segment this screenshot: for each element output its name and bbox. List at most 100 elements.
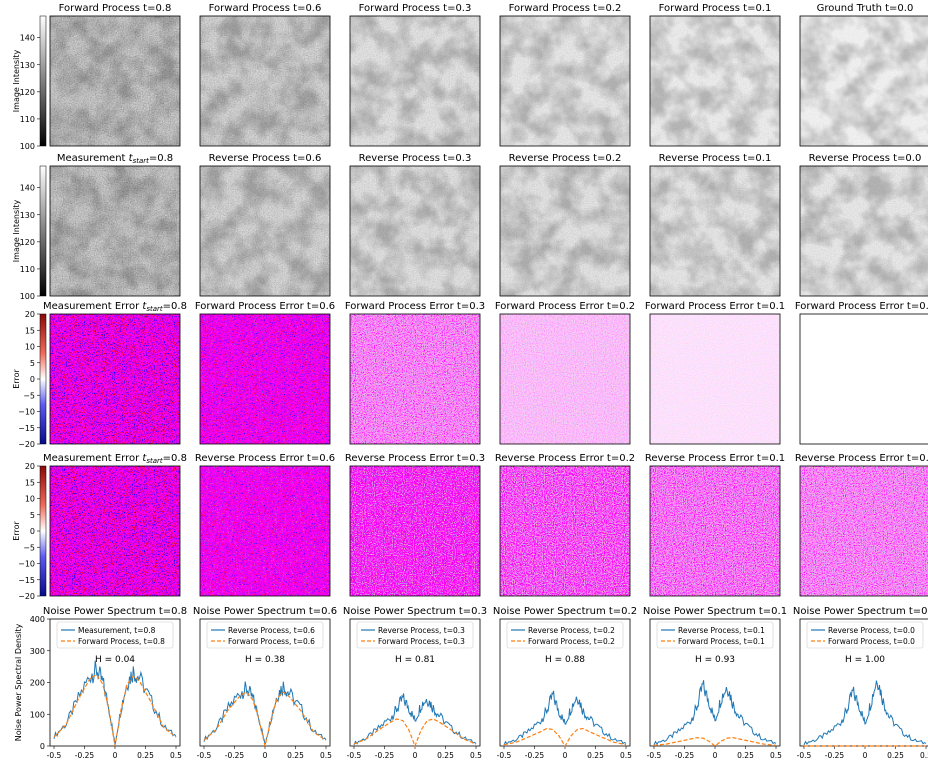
legend-label: Forward Process, t=0.0 [828, 637, 915, 646]
panel-title: Reverse Process t=0.6 [209, 153, 322, 164]
panel-title: Noise Power Spectrum t=0.2 [493, 606, 637, 617]
image-panel: Reverse Process t=0.6 [199, 153, 331, 297]
y-tick-label: 0 [40, 742, 45, 751]
panel-title: Measurement Error tstart=0.8 [43, 453, 187, 465]
frame [499, 313, 631, 445]
image [500, 166, 630, 296]
colorbar-tick-label: 140 [20, 184, 35, 193]
panel-title: Reverse Process Error t=0.1 [645, 453, 785, 464]
colorbar-tick-label: 0 [30, 527, 35, 536]
spectrum-panel: Noise Power Spectrum t=0.8 -0.5 -0.25 0 0.25… [14, 606, 187, 760]
colorbar-tick-label: 130 [20, 211, 35, 220]
colorbar-gradient [40, 166, 46, 296]
error-panel: Forward Process Error t=0.0 [795, 301, 928, 445]
image [650, 466, 780, 596]
x-tick-label: 0.25 [137, 751, 154, 760]
frame [199, 15, 331, 147]
legend: Reverse Process, t=0.2 Forward Process, t… [506, 621, 624, 649]
frame [349, 313, 481, 445]
image [800, 16, 928, 146]
image [650, 166, 780, 296]
image [350, 466, 480, 596]
legend-box [56, 621, 174, 649]
x-tick-label: 0 [263, 751, 268, 760]
image [800, 314, 928, 444]
panel-title: Measurement tstart=0.8 [57, 153, 173, 165]
legend: Reverse Process, t=0.3 Forward Process, t… [356, 621, 474, 649]
frame [499, 165, 631, 297]
image-panel: Reverse Process t=0.2 [499, 153, 631, 297]
error-panel: Forward Process Error t=0.6 [195, 301, 335, 445]
x-tick-label: 0 [713, 751, 718, 760]
image [50, 166, 180, 296]
series-line-forward [203, 691, 327, 747]
annotation: H = 1.00 [845, 655, 885, 665]
image [200, 466, 330, 596]
legend-label: Reverse Process, t=0.2 [528, 626, 615, 635]
colorbar-tick-label: −5 [23, 543, 35, 552]
colorbar-tick-label: 110 [20, 265, 35, 274]
x-tick-label: 0.5 [470, 751, 482, 760]
x-tick-label: 0.25 [287, 751, 304, 760]
legend-label: Forward Process, t=0.8 [78, 637, 165, 646]
panel-title: Reverse Process t=0.1 [659, 153, 772, 164]
panel-title: Forward Process t=0.6 [209, 3, 322, 14]
image [500, 466, 630, 596]
colorbar-tick-label: 130 [20, 61, 35, 70]
colorbar-tick-label: −10 [18, 408, 35, 417]
panel-title: Reverse Process t=0.3 [359, 153, 472, 164]
spectrum-panel: Noise Power Spectrum t=0.1 -0.5 -0.25 0 0.25… [643, 606, 787, 760]
colorbar-tick-label: −20 [18, 592, 35, 601]
annotation: H = 0.38 [245, 655, 285, 665]
image [350, 16, 480, 146]
colorbar-tick-label: −15 [18, 424, 35, 433]
series-line-reverse [503, 690, 627, 746]
legend-label: Forward Process, t=0.1 [678, 637, 765, 646]
spectrum-panel: Noise Power Spectrum t=0.2 -0.5 -0.25 0 0.25… [493, 606, 637, 760]
image-panel: Reverse Process t=0.0 [799, 153, 928, 297]
spectrum-panel: Noise Power Spectrum t=0.3 -0.5 -0.25 0 0.25… [343, 606, 487, 760]
colorbar-tick-label: −15 [18, 576, 35, 585]
colorbar-tick-label: 15 [25, 326, 35, 335]
frame [349, 15, 481, 147]
legend-box [656, 621, 774, 649]
frame [799, 165, 928, 297]
image [50, 466, 180, 596]
x-tick-label: -0.25 [675, 751, 695, 760]
panel-title: Forward Process t=0.8 [59, 3, 172, 14]
panel-title: Forward Process t=0.1 [659, 3, 772, 14]
legend-label: Forward Process, t=0.2 [528, 637, 615, 646]
legend-label: Reverse Process, t=0.6 [228, 626, 315, 635]
colorbar-tick-label: 15 [25, 478, 35, 487]
error-panel: Reverse Process Error t=0.0 [795, 453, 928, 597]
colorbar-gradient [40, 16, 46, 146]
x-tick-label: 0.25 [737, 751, 754, 760]
error-panel: Reverse Process Error t=0.3 [345, 453, 485, 597]
annotation: H = 0.81 [395, 655, 435, 665]
x-tick-label: -0.25 [825, 751, 845, 760]
panel-title: Forward Process Error t=0.2 [495, 301, 635, 312]
x-tick-label: 0.5 [920, 751, 928, 760]
panel-title: Measurement Error tstart=0.8 [43, 301, 187, 313]
panel-title: Noise Power Spectrum t=0.3 [343, 606, 487, 617]
colorbar-label: Error [12, 521, 21, 541]
frame [199, 465, 331, 597]
colorbar-tick-label: −20 [18, 440, 35, 449]
panel-title: Forward Process Error t=0.3 [345, 301, 485, 312]
x-tick-label: -0.5 [47, 751, 62, 760]
legend: Reverse Process, t=0.1 Forward Process, t… [656, 621, 774, 649]
legend-box [206, 621, 324, 649]
series-line-reverse [803, 680, 927, 746]
colorbar-tick-label: −10 [18, 560, 35, 569]
x-tick-label: -0.25 [375, 751, 395, 760]
colorbar-tick-label: 5 [30, 511, 35, 520]
frame [799, 15, 928, 147]
frame [799, 465, 928, 597]
x-tick-label: 0 [863, 751, 868, 760]
image [350, 166, 480, 296]
x-tick-label: -0.5 [497, 751, 512, 760]
y-tick-label: 200 [30, 679, 45, 688]
legend: Reverse Process, t=0.0 Forward Process, t… [806, 621, 924, 649]
image-panel: Forward Process t=0.8 [49, 3, 181, 147]
